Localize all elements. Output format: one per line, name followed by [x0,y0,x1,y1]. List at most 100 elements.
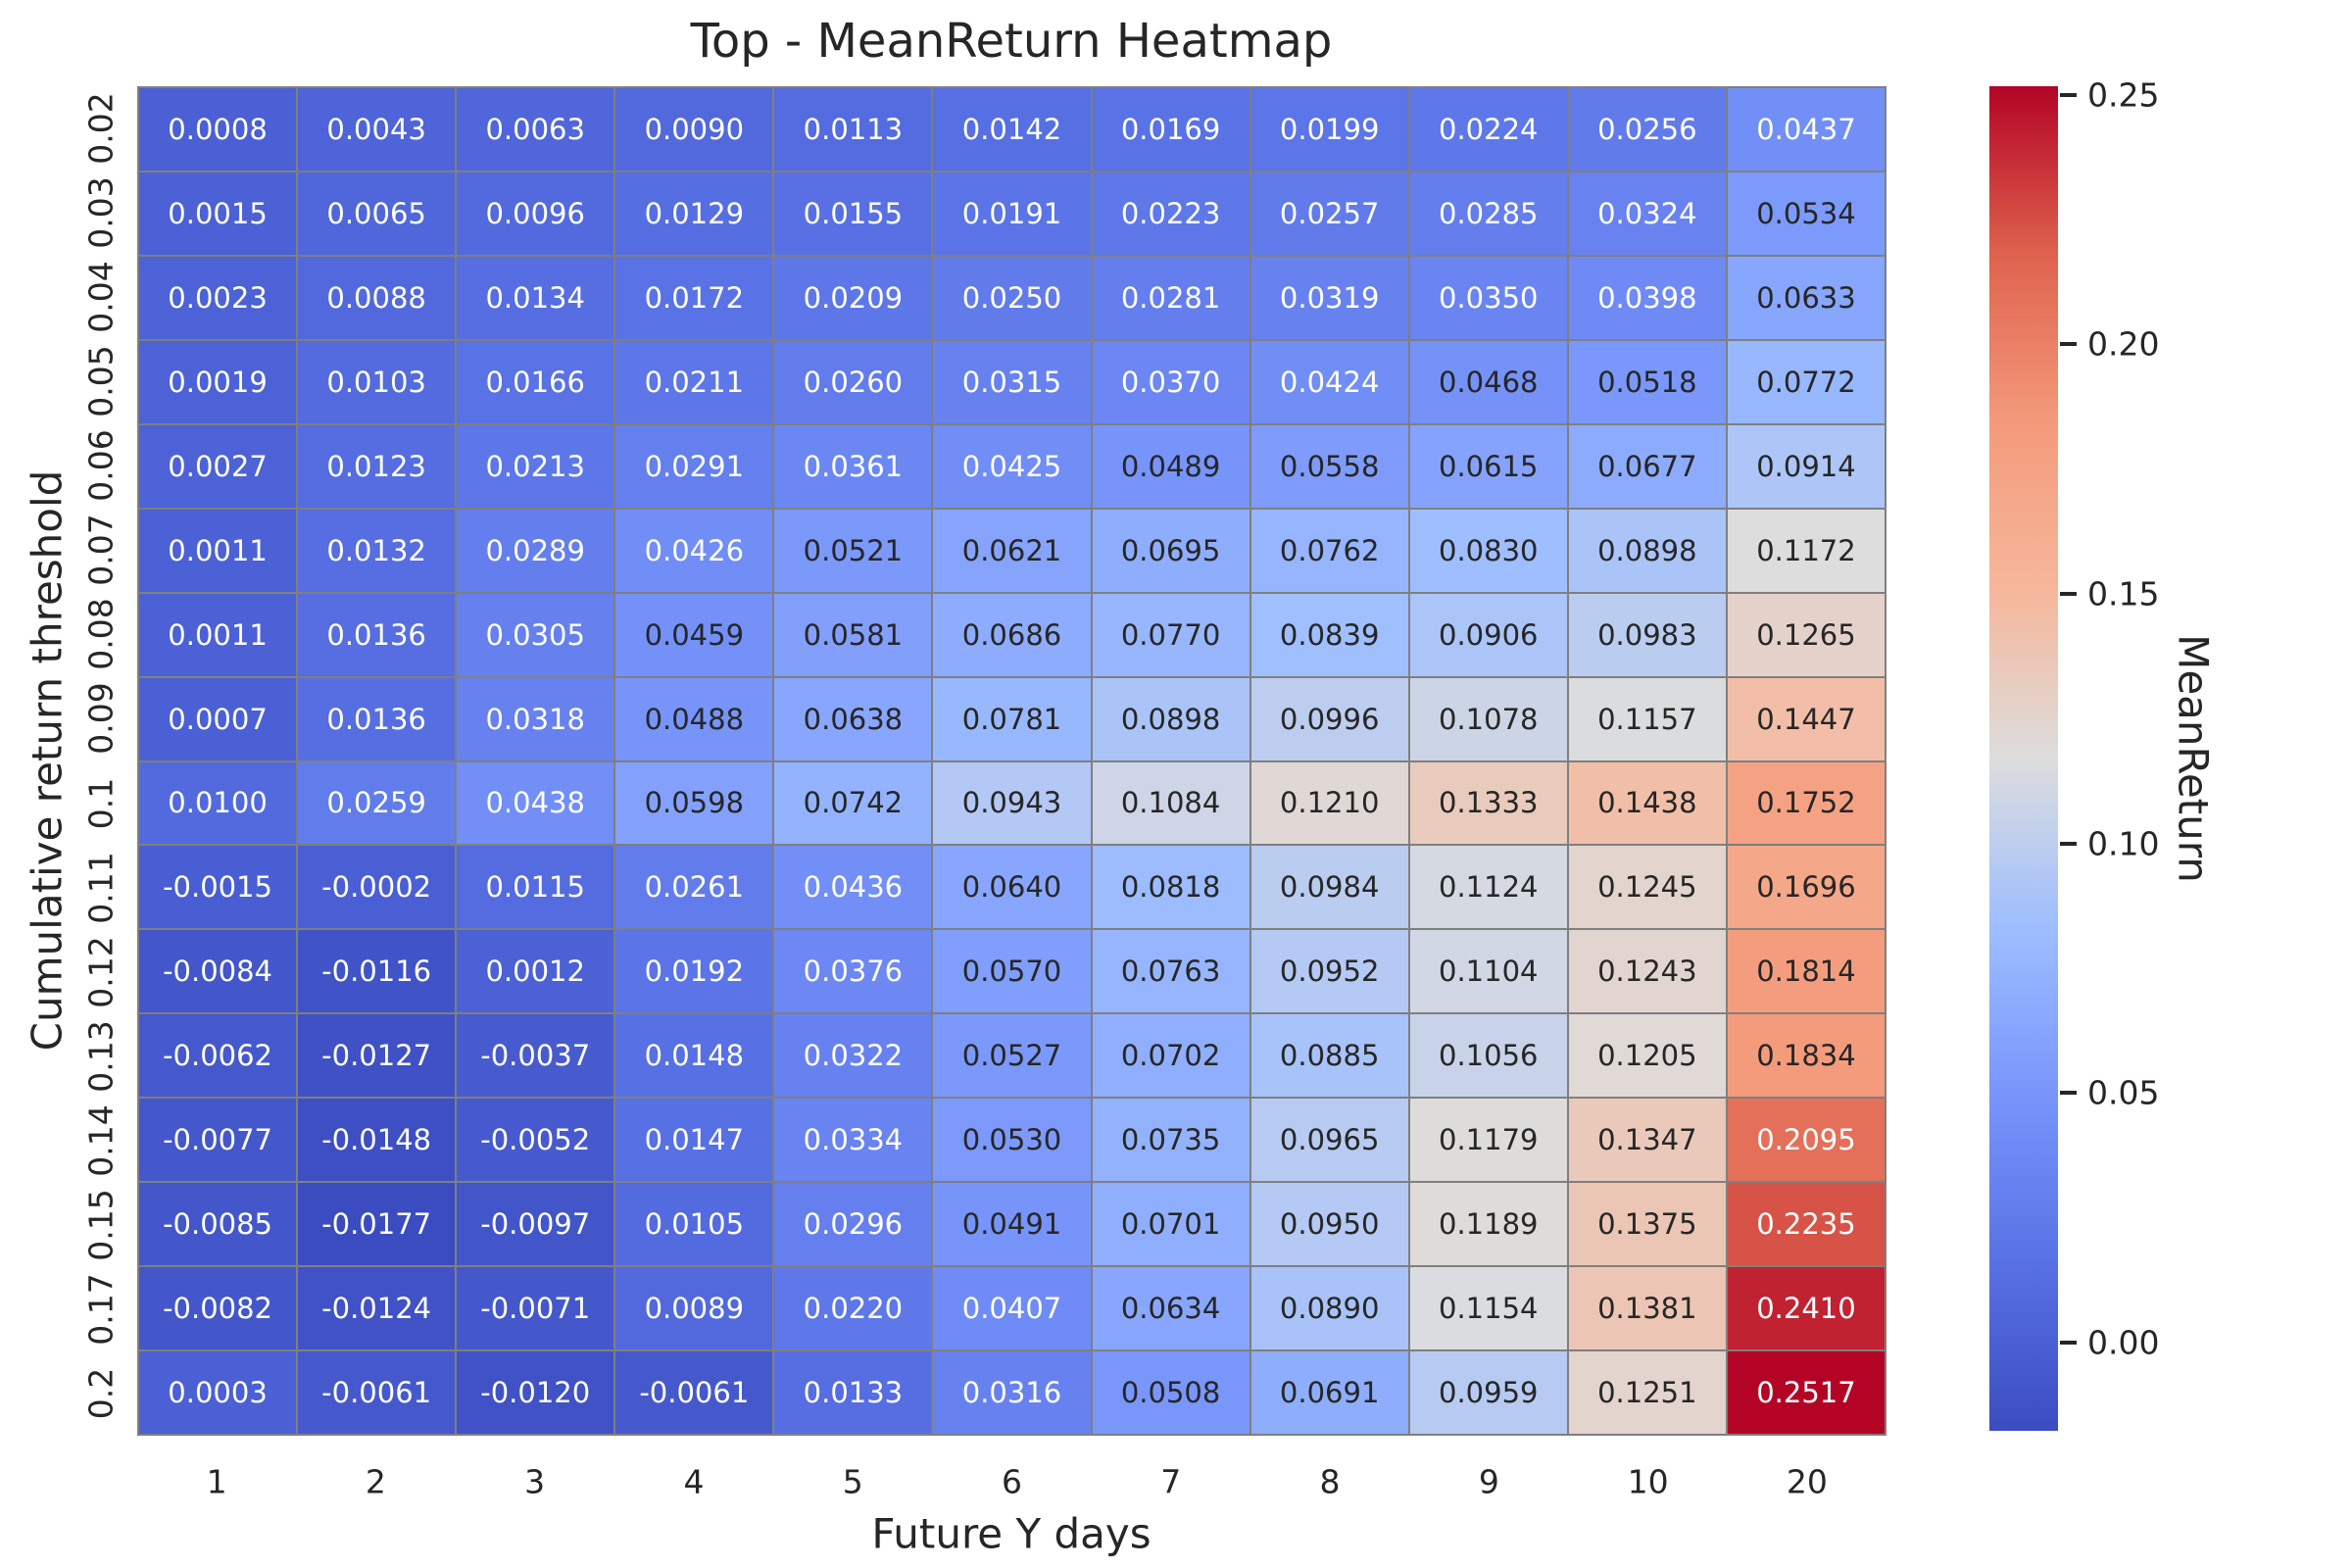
heatmap-cell: 0.1104 [1409,930,1567,1013]
heatmap-cell: 0.0695 [1092,509,1250,592]
heatmap-cell: 0.0425 [933,424,1091,508]
x-tick-label: 3 [524,1462,546,1501]
heatmap-cell: 0.0598 [615,761,773,845]
heatmap-cell: 0.0770 [1092,593,1250,676]
x-tick-label: 10 [1627,1462,1669,1501]
heatmap-cell: 0.1265 [1727,593,1885,676]
y-tick-label: 0.09 [81,682,121,756]
heatmap-cell: 0.0134 [457,256,614,339]
heatmap-cell: -0.0120 [457,1351,614,1434]
heatmap-cell: 0.0488 [615,677,773,760]
heatmap-cell: 0.0123 [298,424,456,508]
heatmap-cell: 0.0407 [933,1267,1091,1350]
heatmap-cell: -0.0061 [615,1351,773,1434]
heatmap-cell: 0.0691 [1250,1351,1408,1434]
heatmap-cell: 0.0772 [1727,340,1885,423]
heatmap-cell: 0.1157 [1568,677,1726,760]
chart-title: Top - MeanReturn Heatmap [690,14,1333,69]
heatmap-cell: 0.0965 [1250,1099,1408,1182]
heatmap-cell: 0.0023 [139,256,297,339]
colorbar-tick-mark [2060,591,2077,596]
heatmap-cell: 0.0192 [615,930,773,1013]
heatmap-cell: 0.1056 [1409,1014,1567,1098]
y-tick-label: 0.15 [81,1189,121,1261]
x-tick-label: 6 [1002,1462,1022,1501]
heatmap-cell: 0.0996 [1250,677,1408,760]
heatmap-cell: 0.0322 [774,1014,932,1098]
heatmap-cell: 0.0003 [139,1351,297,1434]
heatmap-cell: -0.0077 [139,1099,297,1182]
heatmap-cell: 0.0213 [457,424,614,508]
heatmap-cell: -0.0177 [298,1183,456,1266]
heatmap-cell: 0.0259 [298,761,456,845]
heatmap-cell: 0.0436 [774,846,932,929]
y-tick-label: 0.2 [81,1367,121,1420]
heatmap-cell: 0.0089 [615,1267,773,1350]
heatmap-cell: 0.0914 [1727,424,1885,508]
heatmap-cell: 0.0100 [139,761,297,845]
heatmap-cell: 0.0211 [615,340,773,423]
heatmap-cell: 0.0133 [774,1351,932,1434]
heatmap-cell: 0.1438 [1568,761,1726,845]
heatmap-cell: 0.0763 [1092,930,1250,1013]
heatmap-cell: 0.0065 [298,172,456,255]
heatmap-cell: 0.0762 [1250,509,1408,592]
heatmap-cell: 0.0011 [139,509,297,592]
heatmap-cell: 0.1205 [1568,1014,1726,1098]
heatmap-cell: 0.0096 [457,172,614,255]
heatmap-cell: 0.0319 [1250,256,1408,339]
heatmap-cell: -0.0084 [139,930,297,1013]
heatmap-cell: 0.1078 [1409,677,1567,760]
heatmap-cell: 0.0581 [774,593,932,676]
heatmap-cell: 0.0285 [1409,172,1567,255]
heatmap-cell: -0.0127 [298,1014,456,1098]
heatmap-cell: 0.0007 [139,677,297,760]
x-tick-label: 5 [842,1462,863,1501]
heatmap-cell: 0.1084 [1092,761,1250,845]
heatmap-cell: -0.0002 [298,846,456,929]
heatmap-cell: 0.0256 [1568,88,1726,171]
colorbar-label: MeanReturn [2169,634,2218,883]
colorbar-tick-mark [2060,1091,2077,1096]
heatmap-cell: 0.0223 [1092,172,1250,255]
heatmap-cell: -0.0061 [298,1351,456,1434]
heatmap-cell: 0.0291 [615,424,773,508]
heatmap-cell: 0.0019 [139,340,297,423]
heatmap-cell: 0.0115 [457,846,614,929]
heatmap-cell: 0.0043 [298,88,456,171]
heatmap-cell: 0.0943 [933,761,1091,845]
heatmap-cell: 0.0315 [933,340,1091,423]
heatmap-cell: 0.1243 [1568,930,1726,1013]
colorbar-tick-label: 0.15 [2087,574,2160,613]
heatmap-cell: 0.0147 [615,1099,773,1182]
y-tick-label: 0.07 [81,514,121,587]
heatmap-cell: 0.2235 [1727,1183,1885,1266]
heatmap-cell: 0.0260 [774,340,932,423]
heatmap-cell: 0.0220 [774,1267,932,1350]
colorbar-tick-mark [2060,841,2077,846]
colorbar-tick-mark [2060,1340,2077,1345]
x-tick-label: 1 [206,1462,227,1501]
heatmap-cell: 0.0742 [774,761,932,845]
heatmap-cell: 0.0224 [1409,88,1567,171]
heatmap-cell: 0.0398 [1568,256,1726,339]
heatmap-cell: 0.0518 [1568,340,1726,423]
heatmap-cell: -0.0015 [139,846,297,929]
heatmap-cell: 0.0209 [774,256,932,339]
heatmap-cell: 0.0521 [774,509,932,592]
heatmap-cell: 0.0527 [933,1014,1091,1098]
heatmap-cell: 0.0839 [1250,593,1408,676]
heatmap-cell: 0.0735 [1092,1099,1250,1182]
y-tick-label: 0.13 [81,1019,121,1093]
colorbar [1989,86,2058,1431]
y-tick-label: 0.12 [81,935,121,1008]
heatmap-cell: 0.0677 [1568,424,1726,508]
heatmap-cell: 0.1696 [1727,846,1885,929]
heatmap-cell: 0.0166 [457,340,614,423]
heatmap-cell: 0.0376 [774,930,932,1013]
heatmap-cell: 0.0615 [1409,424,1567,508]
heatmap-cell: 0.0296 [774,1183,932,1266]
y-tick-label: 0.02 [81,92,121,165]
heatmap-cell: 0.0305 [457,593,614,676]
